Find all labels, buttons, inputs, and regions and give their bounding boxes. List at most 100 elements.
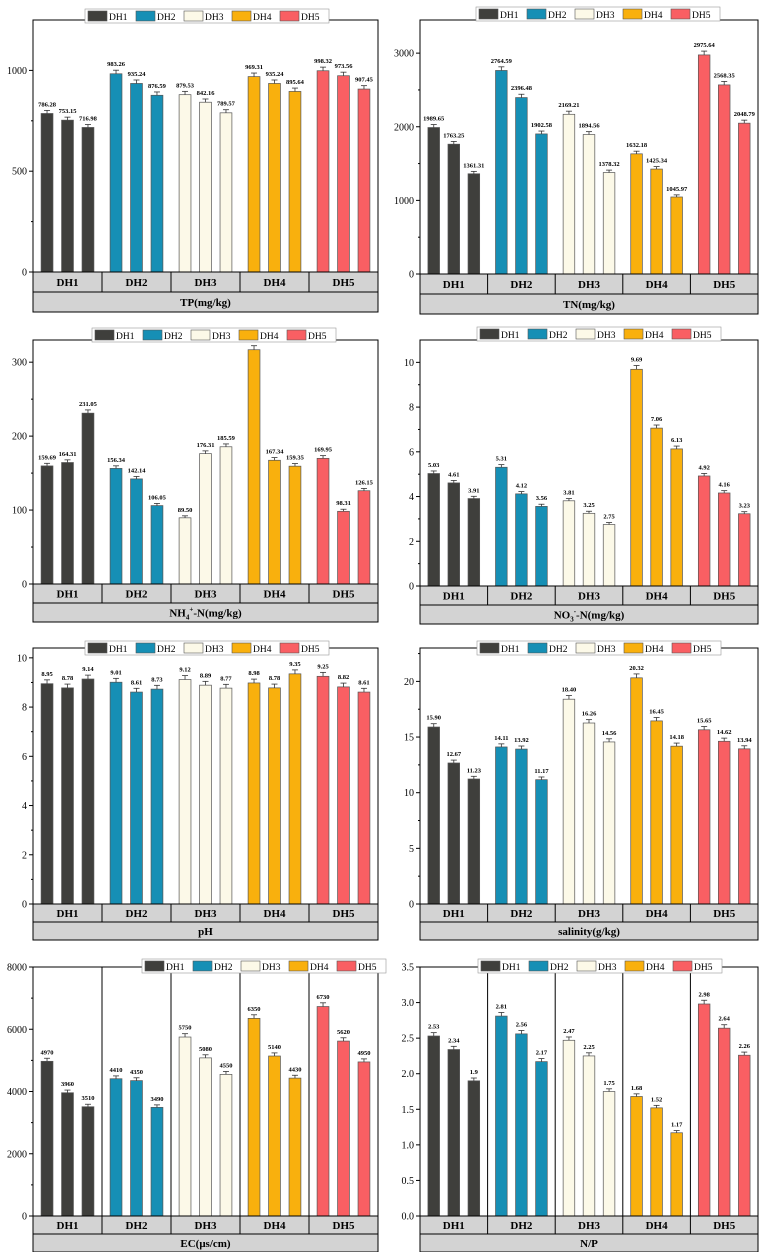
bar-dh2-1 bbox=[495, 1015, 508, 1217]
data-label: 142.14 bbox=[128, 467, 147, 474]
category-label: DH3 bbox=[195, 589, 218, 601]
data-label: 156.34 bbox=[107, 457, 126, 464]
bar-dh4-2 bbox=[268, 687, 281, 905]
legend-label-dh3: DH3 bbox=[205, 13, 224, 23]
y-tick-label: 1000 bbox=[394, 196, 414, 207]
data-label: 12.67 bbox=[446, 751, 461, 758]
data-label: 935.24 bbox=[266, 71, 285, 78]
data-label: 2975.64 bbox=[694, 42, 716, 49]
data-label: 106.05 bbox=[148, 494, 167, 501]
bar-dh2-1 bbox=[109, 1078, 123, 1217]
bar-dh4-3 bbox=[288, 673, 302, 905]
legend-swatch-dh2 bbox=[527, 328, 548, 340]
axis-title: salinity(g/kg) bbox=[558, 926, 620, 938]
legend-label-dh5: DH5 bbox=[692, 11, 711, 21]
data-label: 4950 bbox=[357, 1050, 370, 1057]
bar-dh2-1 bbox=[109, 681, 123, 905]
data-label: 879.53 bbox=[176, 82, 195, 89]
bar-dh2-3 bbox=[535, 1061, 548, 1217]
y-tick-label: 2 bbox=[409, 537, 414, 548]
bar-dh1-3 bbox=[81, 412, 95, 585]
legend-label-dh4: DH4 bbox=[253, 645, 272, 655]
data-label: 8.98 bbox=[248, 670, 260, 677]
title-strip bbox=[32, 1233, 379, 1252]
data-label: 98.31 bbox=[336, 500, 351, 507]
data-label: 159.69 bbox=[38, 454, 57, 461]
category-label: DH5 bbox=[713, 1220, 736, 1232]
bar-dh5-3 bbox=[357, 1061, 371, 1217]
bar-dh3-2 bbox=[199, 101, 212, 273]
data-label: 2.34 bbox=[448, 1037, 460, 1044]
chart-panel-3: 0 100 200 300 159.69 164.31 231.05 156.34142.14… bbox=[12, 327, 379, 623]
legend-swatch-dh2 bbox=[142, 329, 163, 341]
bar-dh1-2 bbox=[447, 1049, 460, 1217]
axis-title-base: NO bbox=[554, 610, 571, 622]
legend-label-dh2: DH2 bbox=[157, 645, 176, 655]
data-label: 6350 bbox=[248, 1006, 261, 1013]
bar-dh5-2 bbox=[718, 1027, 731, 1217]
legend-label-dh5: DH5 bbox=[301, 645, 320, 655]
chart-panel-1: 05001000786.28753.15716.98983.26935.2487… bbox=[7, 8, 379, 313]
bar-dh1-1 bbox=[427, 1035, 440, 1217]
data-label: 1045.97 bbox=[666, 186, 688, 193]
category-label: DH4 bbox=[264, 277, 287, 289]
data-label: 2.81 bbox=[496, 1003, 507, 1010]
data-label: 16.26 bbox=[582, 711, 597, 718]
data-label: 789.57 bbox=[217, 101, 236, 108]
category-label: DH4 bbox=[646, 908, 669, 920]
bar-dh1-2 bbox=[61, 119, 74, 273]
legend: DH1 DH2 DH3 DH4 DH5 bbox=[91, 327, 337, 343]
bar-dh5-1 bbox=[697, 1003, 711, 1217]
category-label: DH3 bbox=[578, 908, 601, 920]
category-label: DH2 bbox=[126, 589, 149, 601]
bar-dh4-1 bbox=[247, 1018, 261, 1217]
chart-panel-2: 0 1000 2000 3000 1989.65 1763.25 1361.31 2764.5… bbox=[394, 6, 759, 315]
bar-dh5-3 bbox=[357, 691, 371, 905]
data-label: 842.16 bbox=[197, 90, 216, 97]
legend: DH1 DH2 DH3 DH4 DH5 bbox=[476, 640, 722, 656]
legend-swatch-dh1 bbox=[479, 328, 500, 340]
legend-swatch-dh5 bbox=[672, 960, 693, 972]
data-label: 5750 bbox=[179, 1025, 192, 1032]
category-label: DH5 bbox=[713, 591, 736, 603]
legend-label-dh1: DH1 bbox=[109, 13, 128, 23]
data-label: 8.73 bbox=[151, 676, 163, 683]
legend-label-dh3: DH3 bbox=[262, 963, 281, 973]
category-label: DH1 bbox=[443, 1220, 465, 1232]
bar-dh3-3 bbox=[602, 1091, 616, 1217]
data-label: 3.23 bbox=[739, 503, 751, 510]
legend-label-dh5: DH5 bbox=[308, 332, 327, 342]
axis-title: pH bbox=[198, 926, 213, 938]
legend-swatch-dh2 bbox=[528, 960, 549, 972]
y-tick-label: 2.5 bbox=[402, 1034, 415, 1045]
legend-swatch-dh2 bbox=[192, 960, 213, 972]
bar-dh2-2 bbox=[130, 478, 143, 585]
legend-label-dh5: DH5 bbox=[301, 13, 320, 23]
bar-dh4-1 bbox=[247, 349, 261, 585]
legend-swatch-dh1 bbox=[87, 10, 108, 22]
legend-swatch-dh3 bbox=[574, 8, 595, 20]
bar-dh2-1 bbox=[495, 746, 508, 905]
y-tick-label: 0 bbox=[409, 900, 414, 911]
data-label: 716.98 bbox=[79, 116, 98, 123]
category-label: DH1 bbox=[57, 908, 79, 920]
bar-dh3-3 bbox=[219, 687, 233, 905]
legend-swatch-dh2 bbox=[526, 8, 547, 20]
data-label: 8.77 bbox=[220, 675, 232, 682]
data-label: 1902.58 bbox=[531, 122, 553, 129]
bar-dh3-1 bbox=[562, 1039, 576, 1217]
category-label: DH2 bbox=[510, 1220, 533, 1232]
legend-swatch-dh2 bbox=[135, 10, 156, 22]
legend-label-dh2: DH2 bbox=[550, 963, 569, 973]
bar-dh2-2 bbox=[130, 83, 143, 273]
bar-dh3-3 bbox=[602, 172, 616, 275]
axis-title-subscript: 3 bbox=[570, 616, 574, 624]
legend-label-dh3: DH3 bbox=[596, 11, 615, 21]
legend-swatch-dh5 bbox=[286, 329, 307, 341]
data-label: 935.24 bbox=[128, 71, 147, 78]
data-label: 9.25 bbox=[317, 663, 329, 670]
legend-label-dh3: DH3 bbox=[597, 645, 616, 655]
bar-dh2-2 bbox=[515, 1033, 528, 1217]
data-label: 20.32 bbox=[629, 665, 644, 672]
